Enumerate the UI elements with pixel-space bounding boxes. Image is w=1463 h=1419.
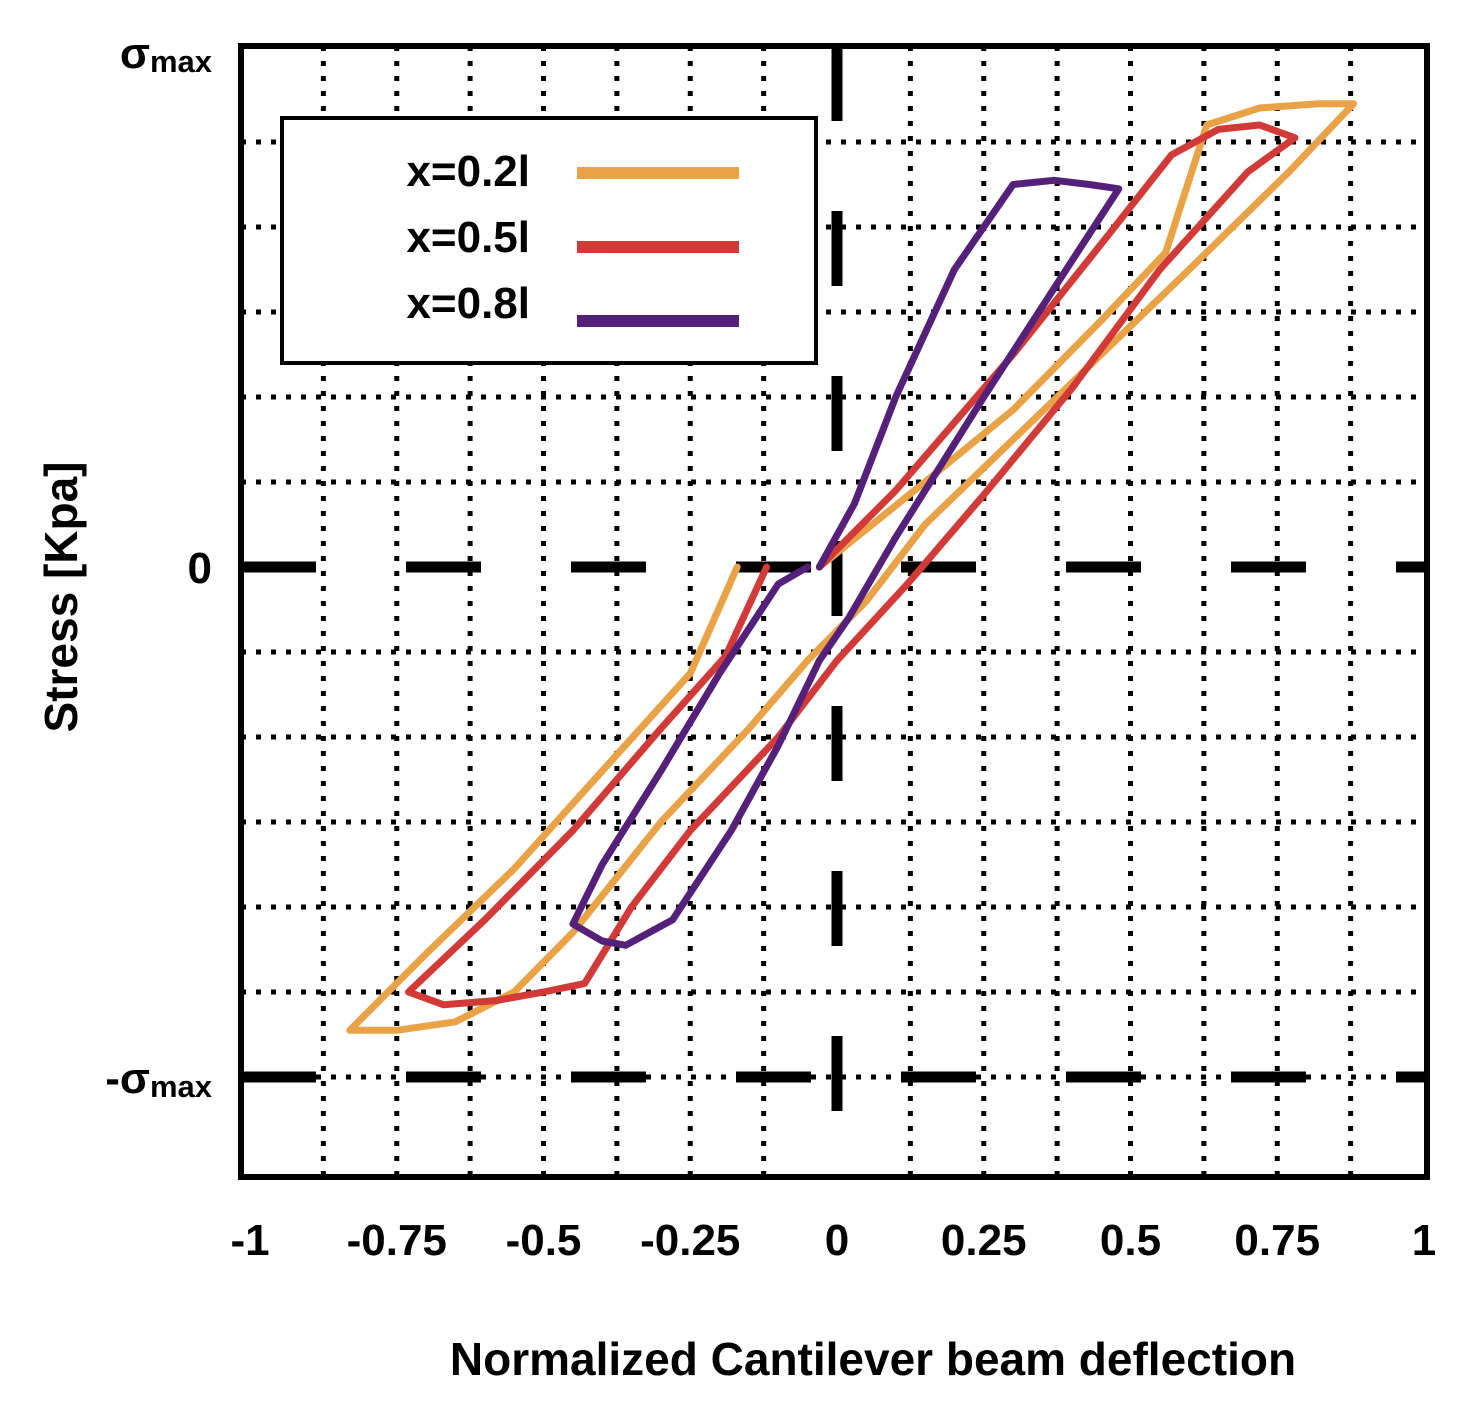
series-line-3 [569,176,1123,949]
x-tick-label: 0.75 [1234,1216,1320,1265]
y-tick-label: σmax [120,29,213,79]
x-tick-label: -0.75 [347,1216,447,1265]
y-tick-label: 0 [188,544,212,593]
legend: x=0.2l x=0.5l x=0.8l [280,116,818,365]
legend-label: x=0.2l [406,147,530,196]
x-tick-label: -0.5 [506,1216,582,1265]
series-lines [346,100,1358,1034]
x-axis-title: Normalized Cantilever beam deflection [450,1333,1296,1385]
legend-label: x=0.8l [406,279,530,328]
legend-label: x=0.5l [406,213,530,262]
x-tick-label: 0.5 [1100,1216,1161,1265]
axes [241,46,1427,1177]
x-tick-label: 0 [825,1216,849,1265]
x-tick-label: -1 [230,1216,269,1265]
plot-frame [238,43,1430,1180]
tick-labels: -1 -0.75 -0.5 -0.25 0 0.25 0.5 0.75 1 σmax 0 -σmax [105,29,1436,1265]
series-line-1 [346,100,1358,1034]
x-tick-label: 0.25 [941,1216,1027,1265]
series-line-2 [405,121,1299,1009]
y-tick-label: -σmax [105,1054,213,1104]
x-tick-label: 1 [1412,1216,1436,1265]
y-axis-title: Stress [Kpa] [35,462,87,733]
x-tick-label: -0.25 [640,1216,740,1265]
